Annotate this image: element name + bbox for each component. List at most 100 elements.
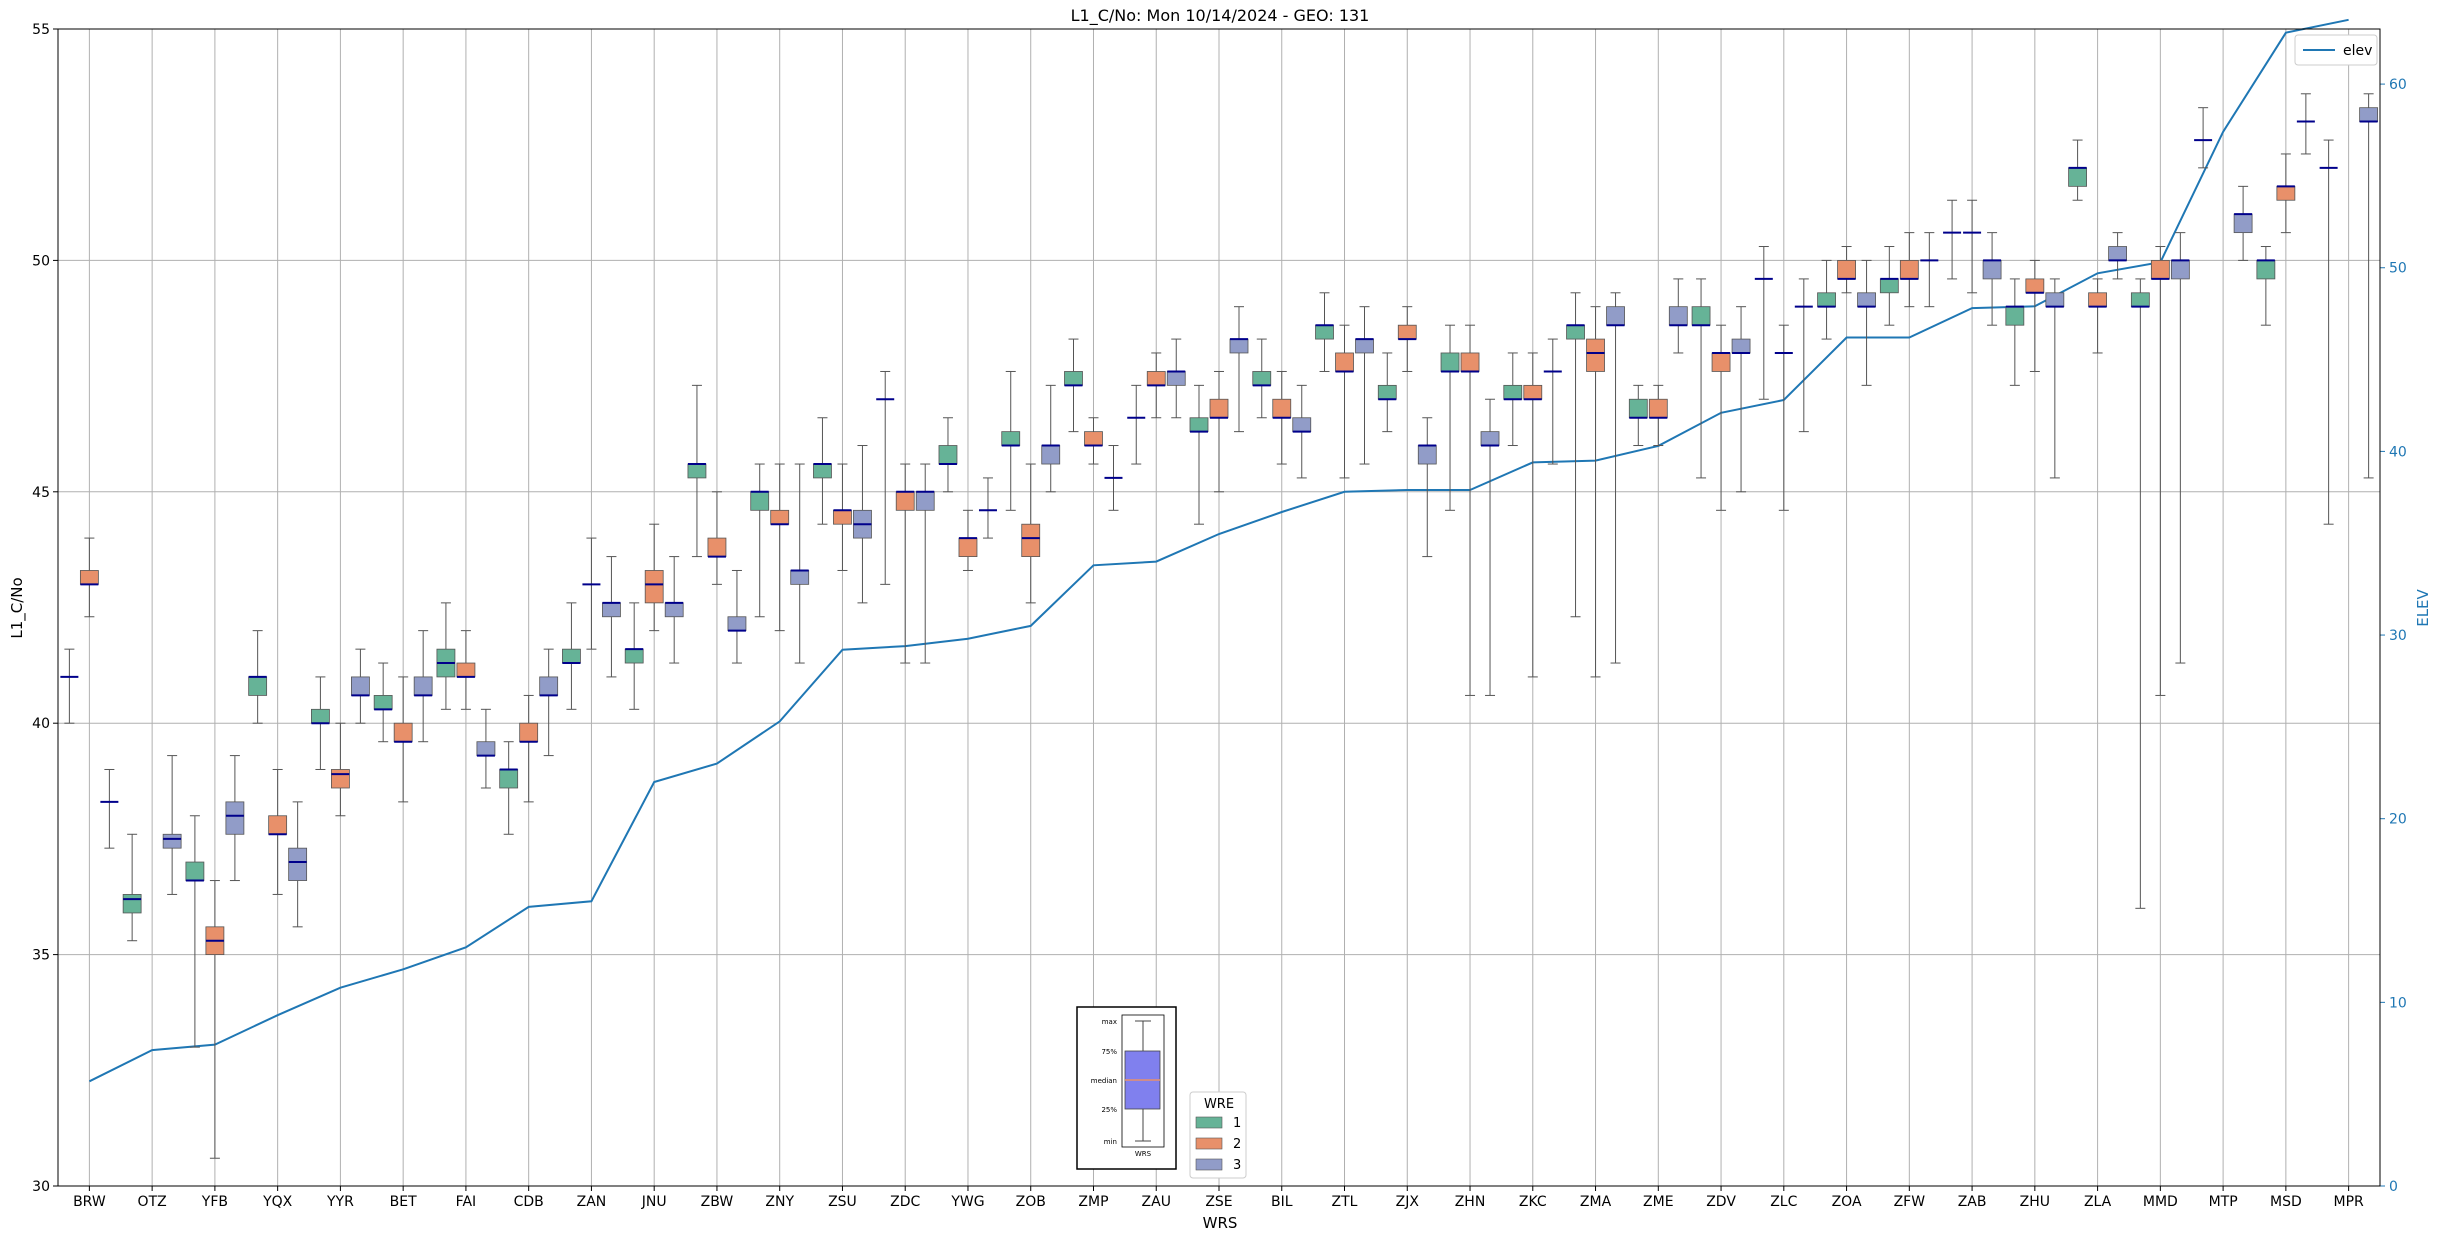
wre-legend-label-2: 2 <box>1233 1137 1241 1152</box>
box-zoa-wre1 <box>1817 259 1836 340</box>
box-body <box>1041 445 1061 465</box>
box-body <box>1229 338 1249 354</box>
wre-legend-swatch-1 <box>1195 1116 1223 1129</box>
box-body <box>750 491 770 511</box>
box-zoa-wre3 <box>1857 259 1876 386</box>
box-zau-wre3 <box>1166 338 1186 419</box>
y2-tick-label: 0 <box>2389 1179 2398 1195</box>
box-bet-wre2 <box>393 676 413 803</box>
box-fai-wre2 <box>456 630 476 710</box>
box-body <box>2170 259 2190 280</box>
box-body <box>624 648 644 664</box>
x-tick-label: MPR <box>2333 1194 2364 1210</box>
wre-legend-swatch-2 <box>1195 1137 1223 1150</box>
box-zfw-wre2 <box>1899 232 1919 308</box>
wre-legend-label-1: 1 <box>1233 1116 1241 1131</box>
x-tick-label: YYR <box>326 1194 354 1210</box>
box-zob-wre2 <box>1021 463 1041 604</box>
box-zny-wre3 <box>790 463 810 664</box>
box-body <box>2088 292 2107 308</box>
box-mpr-wre1 <box>2319 139 2338 525</box>
x-tick-label: ZAN <box>577 1194 607 1210</box>
box-ywg-wre1 <box>938 417 958 493</box>
box-zsu-wre3 <box>853 445 872 604</box>
box-body <box>2359 107 2379 122</box>
box-body <box>1691 306 1711 326</box>
box-key-label-q3: 75% <box>1101 1048 1117 1056</box>
y-axis-label: L1_C/No <box>8 577 27 638</box>
box-zkc-wre3 <box>1543 338 1562 465</box>
box-zla-wre1 <box>2068 139 2087 201</box>
box-zdv-wre2 <box>1711 324 1731 511</box>
box-msd-wre1 <box>2256 246 2276 326</box>
box-yqx-wre3 <box>288 801 308 928</box>
box-body <box>2130 292 2150 308</box>
box-zbw-wre1 <box>687 384 707 558</box>
box-zse-wre3 <box>1229 306 1249 433</box>
box-zob-wre3 <box>1041 384 1061 493</box>
box-key-label-min: min <box>1104 1138 1117 1146</box>
box-body <box>1189 417 1209 433</box>
box-body <box>1417 445 1437 465</box>
box-zkc-wre1 <box>1503 352 1523 447</box>
box-ywg-wre2 <box>958 509 978 571</box>
box-yfb-wre1 <box>185 815 205 1048</box>
box-body <box>1292 417 1312 433</box>
box-zhn-wre1 <box>1440 324 1460 511</box>
box-body <box>499 769 519 789</box>
box-zma-wre2 <box>1586 306 1605 678</box>
box-jnu-wre3 <box>664 556 684 664</box>
box-zjx-wre3 <box>1417 417 1437 558</box>
box-ztl-wre3 <box>1355 306 1374 465</box>
box-zse-wre1 <box>1189 384 1209 525</box>
x-tick-label: ZOA <box>1832 1194 1862 1210</box>
box-body <box>1668 306 1688 326</box>
box-body <box>664 602 684 618</box>
box-body <box>2256 259 2276 280</box>
x-tick-label: ZAB <box>1958 1194 1987 1210</box>
wre-legend: WRE 1 2 3 <box>1189 1091 1247 1179</box>
y2-tick-label: 50 <box>2389 261 2407 277</box>
box-body <box>331 769 350 789</box>
y-tick-label: 55 <box>32 22 50 38</box>
box-body <box>248 676 268 696</box>
box-body <box>1001 431 1021 446</box>
box-bil-wre3 <box>1292 384 1312 479</box>
box-body <box>1252 371 1272 386</box>
box-body <box>456 662 476 678</box>
box-body <box>687 463 707 479</box>
box-yfb-wre2 <box>205 880 225 1159</box>
box-body <box>790 570 810 585</box>
box-body <box>1397 324 1417 340</box>
box-zhn-wre3 <box>1480 398 1500 696</box>
x-tick-label: MTP <box>2209 1194 2238 1210</box>
box-otz-wre3 <box>162 755 182 895</box>
x-tick-label: ZDC <box>890 1194 920 1210</box>
box-body <box>1440 352 1460 372</box>
box-key-inset: max 75% median 25% min WRS <box>1076 1006 1177 1170</box>
box-zab-wre2 <box>1963 199 1982 294</box>
elev-layer <box>88 18 2349 1083</box>
box-body <box>268 815 288 835</box>
x-tick-label: ZMA <box>1580 1194 1612 1210</box>
x-tick-label: ZHN <box>1455 1194 1486 1210</box>
box-body <box>1021 523 1041 557</box>
box-mtp-wre3 <box>2233 185 2253 261</box>
box-body <box>1209 398 1229 419</box>
box-body <box>2233 213 2253 234</box>
box-msd-wre2 <box>2276 153 2296 234</box>
box-zma-wre3 <box>1606 292 1625 664</box>
box-body <box>1982 259 2002 280</box>
box-body <box>539 676 559 696</box>
box-body <box>727 616 747 632</box>
box-yfb-wre3 <box>225 755 245 882</box>
box-body <box>2045 292 2065 308</box>
x-tick-label: ZDV <box>1706 1194 1736 1210</box>
box-yyr-wre2 <box>331 722 350 817</box>
wre-legend-label-3: 3 <box>1233 1158 1241 1173</box>
box-zjx-wre1 <box>1377 352 1397 433</box>
x-tick-label: ZTL <box>1332 1194 1358 1210</box>
box-bet-wre1 <box>373 662 393 743</box>
chart-title: L1_C/No: Mon 10/14/2024 - GEO: 131 <box>1071 6 1370 26</box>
box-zob-wre1 <box>1001 370 1021 511</box>
